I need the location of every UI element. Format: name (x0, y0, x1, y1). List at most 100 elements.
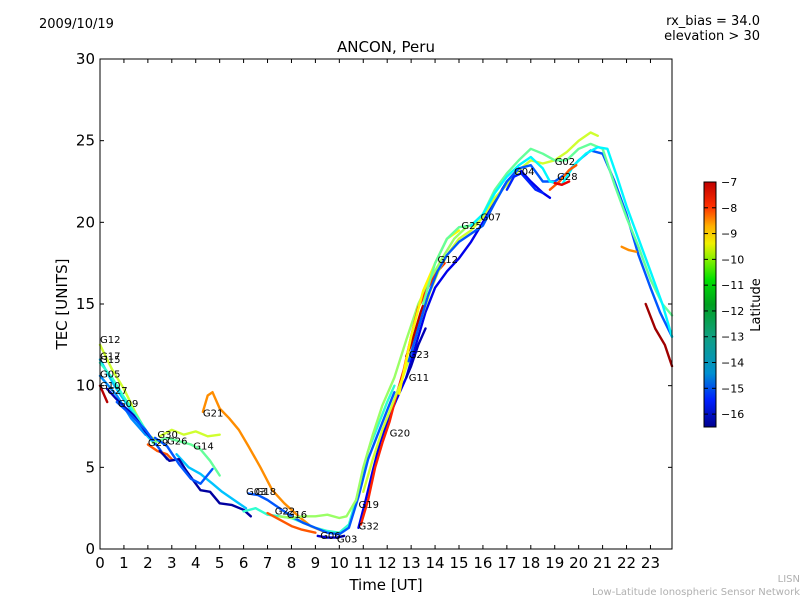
x-tick-label: 6 (239, 554, 249, 572)
x-tick-label: 21 (593, 554, 612, 572)
x-tick-label: 22 (617, 554, 636, 572)
satellite-label: G25 (461, 221, 481, 232)
colorbar-tick-label: −10 (721, 253, 744, 266)
y-tick-label: 25 (76, 132, 95, 150)
x-tick-label: 23 (641, 554, 660, 572)
series-line-g06 (316, 534, 346, 539)
satellite-label: G22 (275, 507, 295, 518)
series-line-g25 (421, 142, 674, 317)
footer-org-full: Low-Latitude Ionospheric Sensor Network (592, 587, 800, 598)
satellite-label: G20 (390, 428, 410, 439)
satellite-label: G11 (409, 373, 429, 384)
satellite-label: G03 (246, 487, 266, 498)
satellite-label: G18 (256, 487, 276, 498)
x-axis-ticks: 0 1 2 3 4 5 6 7 8 9 10 11 12 13 14 15 16 17 18 19 20 21 22 23 (95, 59, 660, 572)
satellite-label: G30 (157, 430, 177, 441)
satellite-label: G09 (118, 399, 138, 410)
series-line-g04 (505, 172, 544, 195)
x-tick-label: 9 (311, 554, 321, 572)
satellite-label: G29 (148, 438, 168, 449)
satellite-label: G17 (100, 352, 120, 363)
chart-title: ANCON, Peru (337, 38, 435, 56)
y-tick-label: 20 (76, 213, 95, 231)
x-tick-label: 0 (95, 554, 105, 572)
colorbar-tick-label: −7 (721, 176, 737, 189)
colorbar-tick-label: −8 (721, 202, 737, 215)
satellite-label: G15 (100, 355, 120, 366)
satellite-label: G12 (438, 255, 458, 266)
series-line-g18 (247, 391, 396, 536)
x-tick-label: 14 (426, 554, 445, 572)
colorbar-tick-label: −15 (721, 382, 744, 395)
series-line-g-blue-a (158, 449, 252, 518)
satellite-label: G32 (359, 521, 379, 532)
y-axis-label: TEC [UNITS] (53, 259, 71, 351)
series-line-g-teal-a (153, 436, 214, 485)
y-tick-label: 30 (76, 50, 95, 68)
satellite-label: G02 (555, 157, 575, 168)
colorbar-tick-label: −14 (721, 357, 744, 370)
colorbar-label: Latitude (749, 278, 764, 332)
y-tick-label: 5 (85, 458, 95, 476)
series-line-g26 (151, 436, 221, 477)
series-line-g11 (405, 327, 427, 379)
x-tick-label: 8 (287, 554, 297, 572)
satellite-label: G04 (514, 167, 534, 178)
series-line-g28 (553, 180, 571, 186)
rx-bias-label: rx_bias = 34.0 (666, 14, 760, 29)
x-tick-label: 11 (354, 554, 373, 572)
satellite-label: G14 (193, 441, 213, 452)
x-tick-label: 17 (497, 554, 516, 572)
date-label: 2009/10/19 (39, 17, 114, 32)
footer-org-short: LISN (777, 574, 800, 585)
x-tick-label: 13 (402, 554, 421, 572)
series-line-g17 (98, 358, 157, 446)
satellite-label: G05 (100, 370, 120, 381)
colorbar-tick-label: −16 (721, 408, 744, 421)
y-tick-label: 15 (76, 295, 95, 313)
x-tick-label: 7 (263, 554, 273, 572)
series-line-g-red-late (644, 302, 674, 368)
x-tick-label: 5 (215, 554, 225, 572)
x-tick-label: 18 (521, 554, 540, 572)
x-axis-label: Time [UT] (348, 576, 422, 594)
x-tick-label: 1 (119, 554, 129, 572)
x-tick-label: 20 (569, 554, 588, 572)
series-line-g16 (278, 221, 480, 520)
satellite-label: G10 (100, 381, 120, 392)
plot-frame (99, 58, 673, 550)
x-tick-label: 3 (167, 554, 177, 572)
series-line-g02 (548, 164, 578, 191)
x-tick-label: 10 (330, 554, 349, 572)
satellite-label: G26 (167, 437, 187, 448)
x-tick-label: 2 (143, 554, 153, 572)
y-tick-label: 0 (85, 540, 95, 558)
colorbar-tick-label: −11 (721, 279, 744, 292)
series-line-g-orange-late (620, 245, 638, 253)
x-tick-label: 16 (473, 554, 492, 572)
series-line-g19 (357, 167, 552, 529)
series-line-g20 (362, 131, 599, 493)
satellite-label: G28 (557, 172, 577, 183)
satellite-label: G23 (409, 350, 429, 361)
satellite-label: G07 (481, 213, 501, 224)
series-line-g32 (359, 262, 446, 526)
series-line-g22 (266, 511, 317, 534)
satellite-label: G12 (100, 335, 120, 346)
series-line-g10 (98, 384, 109, 404)
series-line-g07 (469, 146, 674, 338)
colorbar-tick-label: −9 (721, 228, 737, 241)
x-tick-label: 15 (449, 554, 468, 572)
satellite-label: G27 (107, 386, 127, 397)
satellite-label: G21 (203, 409, 223, 420)
params-block: rx_bias = 34.0 elevation > 30 (664, 14, 760, 44)
footer: LISN Low-Latitude Ionospheric Sensor Net… (592, 573, 800, 599)
series-line-g14 (175, 453, 248, 510)
colorbar-tick-label: −13 (721, 331, 744, 344)
elevation-label: elevation > 30 (664, 29, 760, 44)
x-tick-label: 4 (191, 554, 201, 572)
x-tick-label: 12 (378, 554, 397, 572)
series-layer (98, 131, 674, 539)
